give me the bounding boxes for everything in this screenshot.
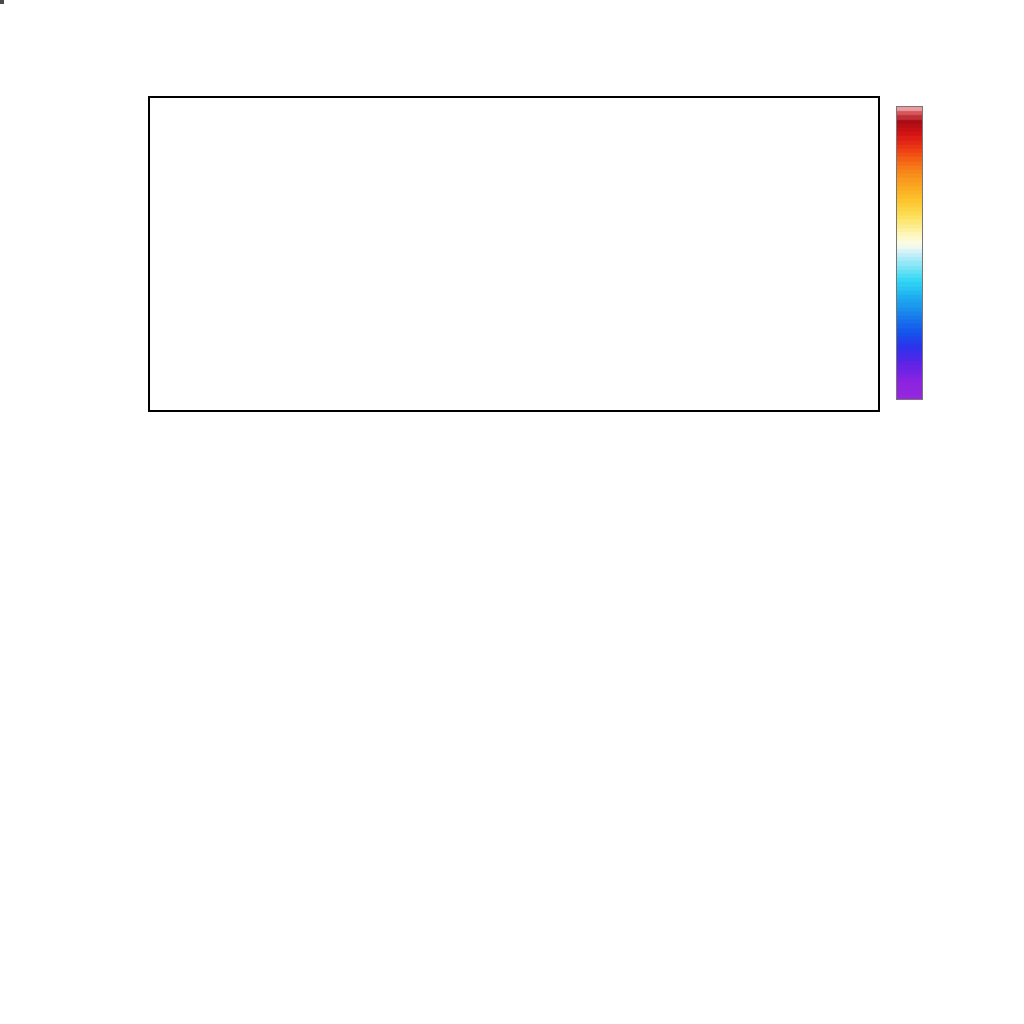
temperature-colorbar (896, 106, 923, 400)
cross-section-panel (148, 96, 880, 412)
precip-series (0, 0, 300, 150)
temperature-field (148, 96, 880, 412)
